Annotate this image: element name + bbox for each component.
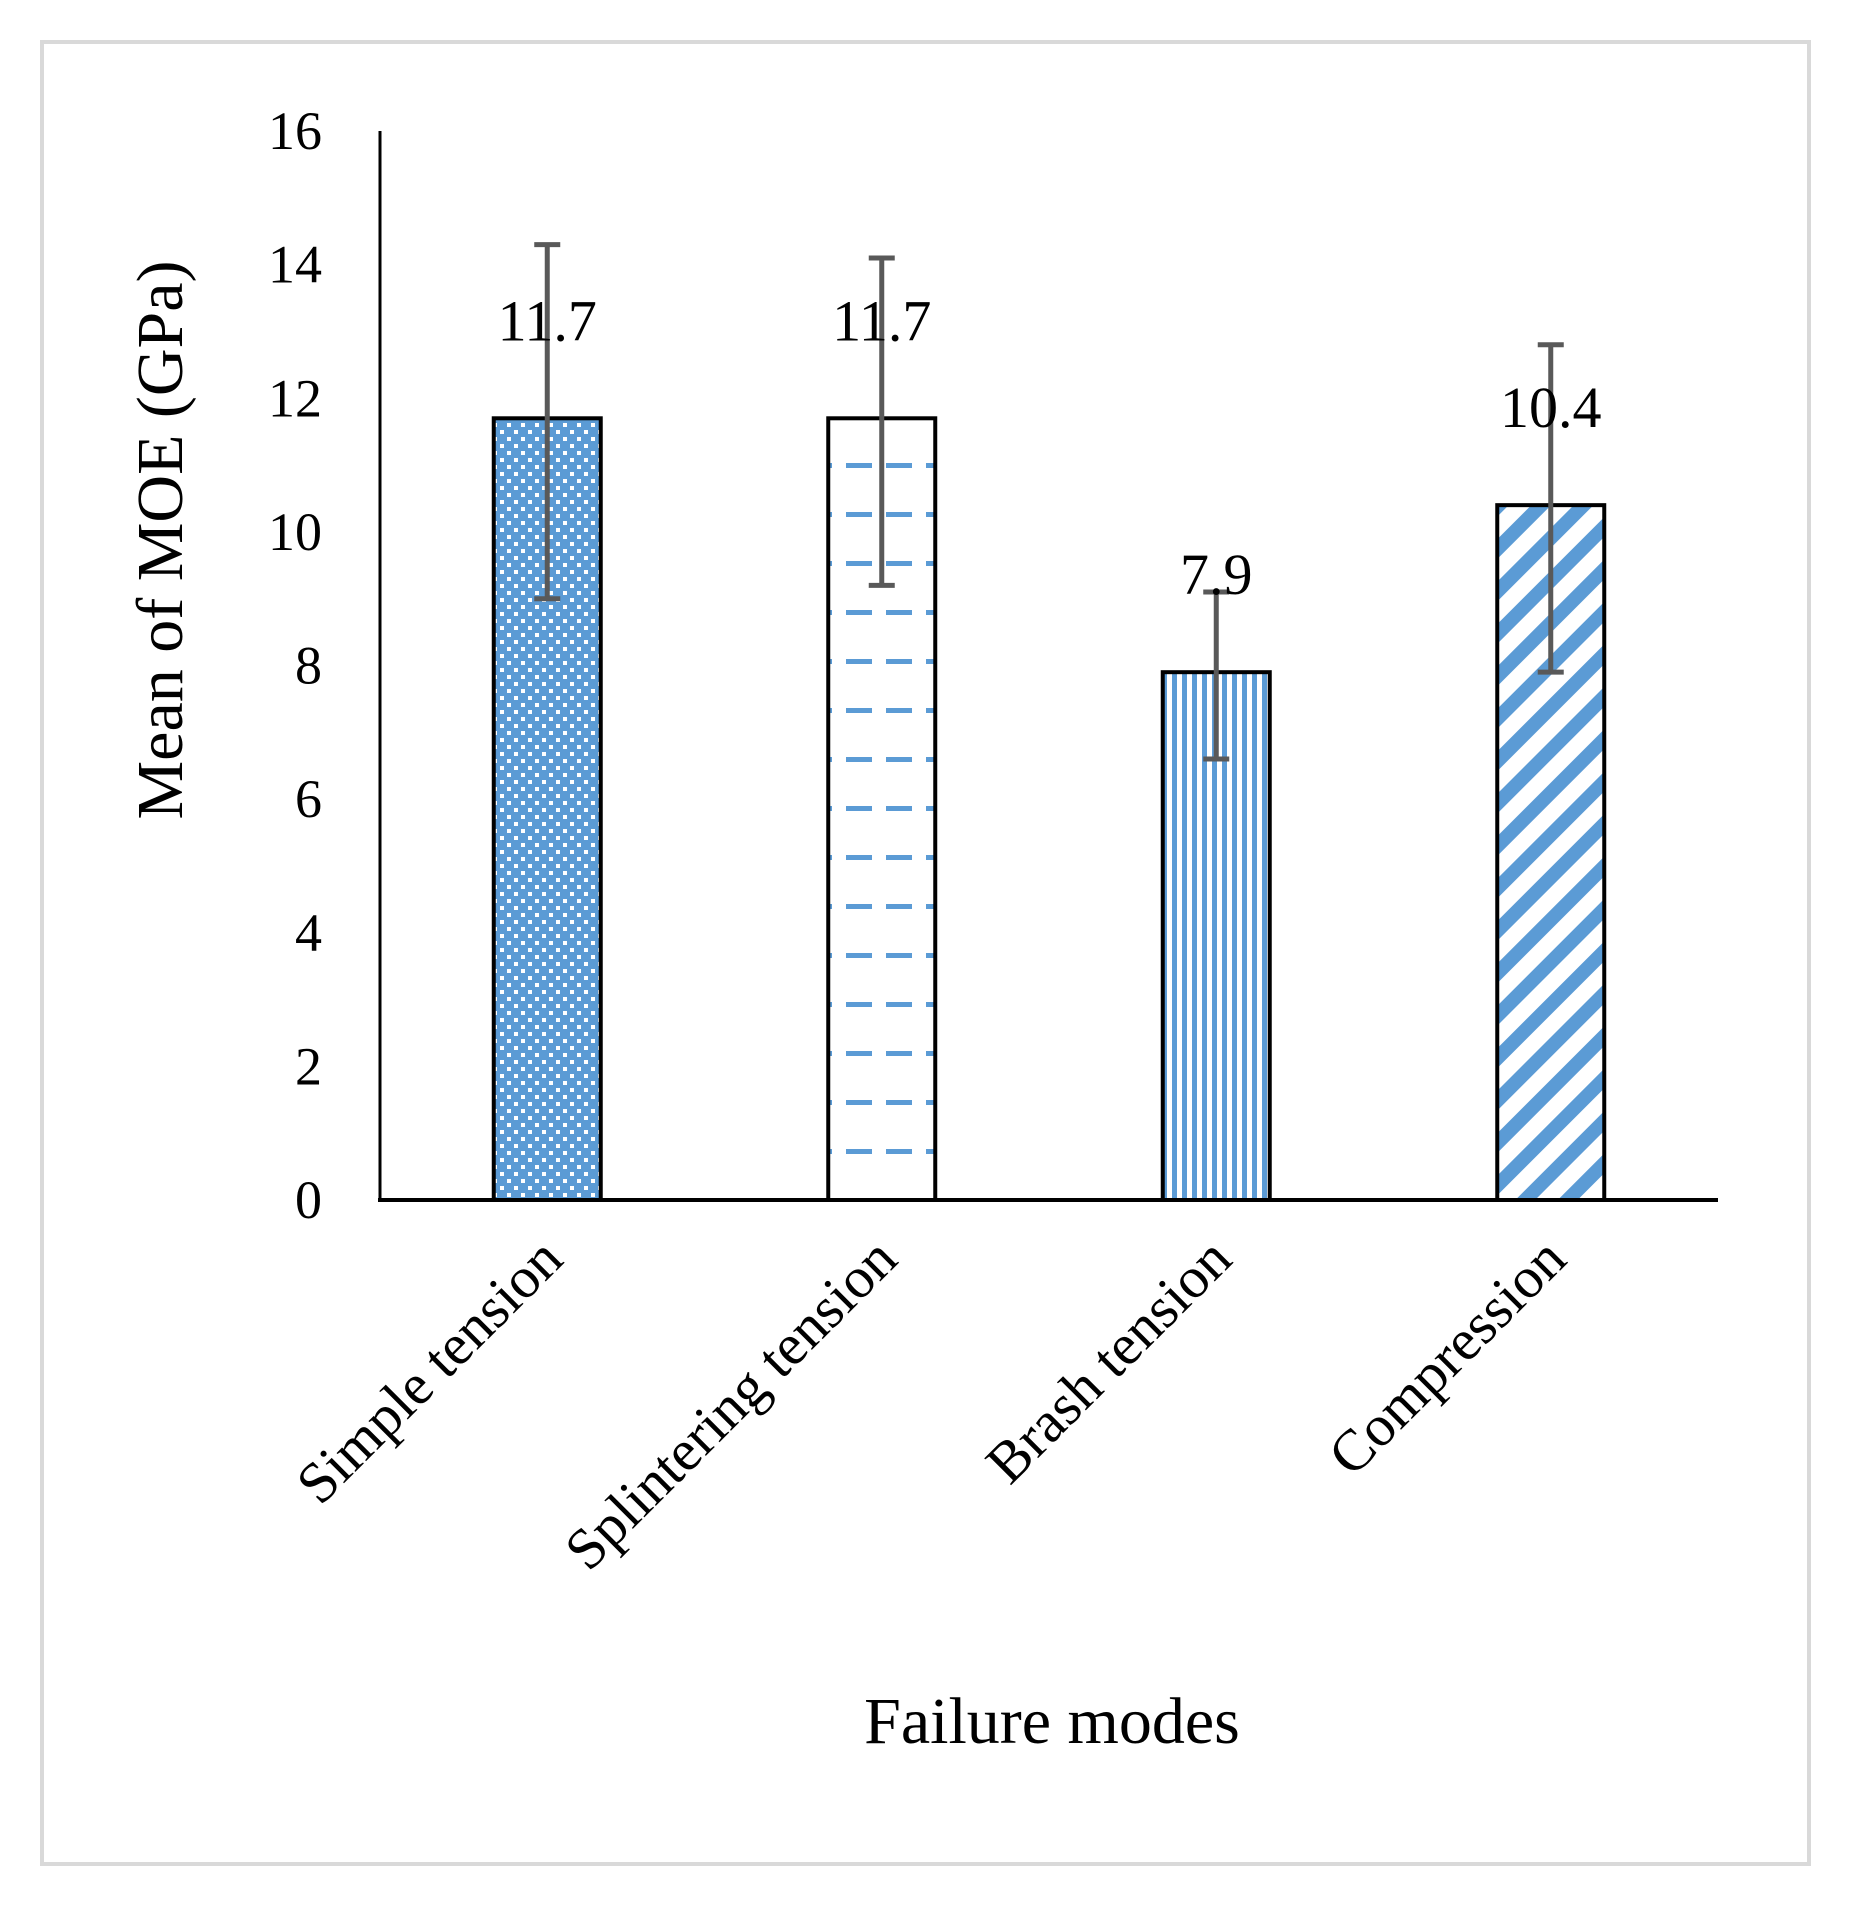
error-bars-group [534, 242, 1564, 762]
y-tick-label: 14 [268, 235, 322, 295]
error-bar [534, 242, 561, 602]
bars-group [491, 416, 1607, 1202]
y-tick-label: 8 [295, 636, 322, 696]
category-label: Compression [1316, 1225, 1578, 1487]
x-axis-title: Failure modes [864, 1685, 1240, 1758]
data-label: 11.7 [832, 288, 931, 353]
data-label: 7.9 [1180, 542, 1253, 607]
data-label: 10.4 [1500, 375, 1602, 440]
y-tick-label: 4 [295, 903, 322, 963]
category-label: Splintering tension [552, 1225, 909, 1582]
y-tick-label: 0 [295, 1170, 322, 1230]
y-tick-label: 16 [268, 101, 322, 161]
data-label: 11.7 [498, 288, 597, 353]
y-axis: 0 2 4 6 8 10 12 14 16 [268, 101, 382, 1230]
y-axis-title: Mean of MOE (GPa) [124, 260, 197, 819]
data-labels-group: 11.7 11.7 7.9 10.4 [498, 288, 1602, 607]
y-tick-label: 12 [268, 368, 322, 428]
error-bar [1537, 342, 1564, 675]
category-label: Simple tension [284, 1225, 575, 1516]
y-tick-label: 6 [295, 769, 322, 829]
y-tick-label: 2 [295, 1036, 322, 1096]
category-label: Brash tension [973, 1225, 1243, 1495]
error-bar [868, 255, 895, 588]
y-tick-label: 10 [268, 502, 322, 562]
error-bar [1203, 589, 1230, 762]
